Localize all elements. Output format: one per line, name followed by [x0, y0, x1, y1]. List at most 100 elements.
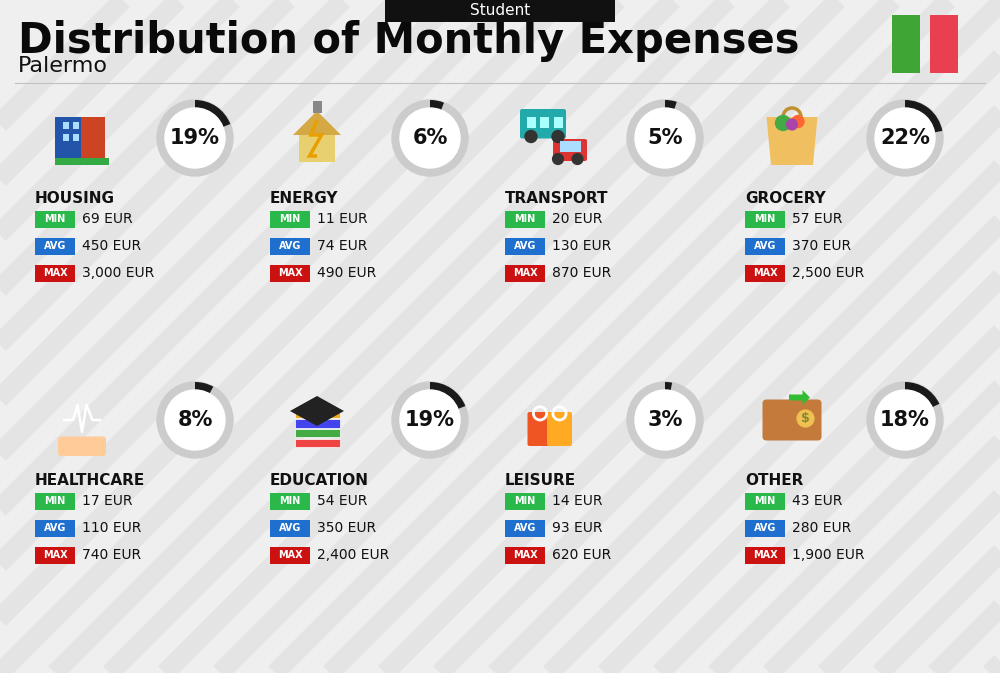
- Text: ENERGY: ENERGY: [270, 191, 338, 206]
- Text: 22%: 22%: [880, 128, 930, 148]
- FancyBboxPatch shape: [745, 493, 785, 509]
- FancyBboxPatch shape: [540, 117, 549, 127]
- FancyBboxPatch shape: [270, 264, 310, 281]
- FancyBboxPatch shape: [270, 493, 310, 509]
- Text: 14 EUR: 14 EUR: [552, 494, 602, 508]
- FancyBboxPatch shape: [294, 410, 340, 418]
- Text: 6%: 6%: [412, 128, 448, 148]
- Text: MIN: MIN: [279, 214, 301, 224]
- Text: 450 EUR: 450 EUR: [82, 239, 141, 253]
- FancyBboxPatch shape: [745, 238, 785, 254]
- Polygon shape: [290, 396, 344, 426]
- FancyBboxPatch shape: [73, 133, 79, 141]
- FancyBboxPatch shape: [270, 211, 310, 227]
- Text: 110 EUR: 110 EUR: [82, 521, 141, 535]
- Wedge shape: [665, 100, 677, 110]
- Text: OTHER: OTHER: [745, 473, 803, 488]
- FancyBboxPatch shape: [294, 429, 340, 437]
- FancyBboxPatch shape: [745, 520, 785, 536]
- FancyBboxPatch shape: [299, 135, 335, 162]
- Text: MIN: MIN: [754, 214, 776, 224]
- Polygon shape: [293, 111, 341, 135]
- Text: 490 EUR: 490 EUR: [317, 266, 376, 280]
- FancyBboxPatch shape: [294, 439, 340, 447]
- Text: 5%: 5%: [647, 128, 683, 148]
- FancyBboxPatch shape: [892, 15, 920, 73]
- Polygon shape: [767, 117, 818, 165]
- FancyBboxPatch shape: [547, 412, 572, 446]
- FancyBboxPatch shape: [505, 520, 545, 536]
- FancyBboxPatch shape: [553, 139, 587, 161]
- FancyBboxPatch shape: [80, 117, 104, 159]
- Text: 2,400 EUR: 2,400 EUR: [317, 548, 389, 562]
- Text: 740 EUR: 740 EUR: [82, 548, 141, 562]
- Text: AVG: AVG: [754, 523, 776, 533]
- FancyBboxPatch shape: [385, 0, 615, 22]
- Circle shape: [157, 382, 233, 458]
- Wedge shape: [430, 100, 444, 110]
- Text: 620 EUR: 620 EUR: [552, 548, 611, 562]
- Text: MAX: MAX: [43, 550, 67, 560]
- Wedge shape: [665, 382, 672, 390]
- FancyBboxPatch shape: [62, 122, 68, 129]
- FancyBboxPatch shape: [505, 546, 545, 563]
- FancyBboxPatch shape: [62, 133, 68, 141]
- Text: TRANSPORT: TRANSPORT: [505, 191, 608, 206]
- Text: MIN: MIN: [514, 214, 536, 224]
- Wedge shape: [905, 100, 942, 133]
- Text: 69 EUR: 69 EUR: [82, 212, 133, 226]
- Circle shape: [787, 119, 797, 130]
- Text: 19%: 19%: [170, 128, 220, 148]
- Text: 130 EUR: 130 EUR: [552, 239, 611, 253]
- FancyBboxPatch shape: [73, 122, 79, 129]
- FancyBboxPatch shape: [58, 437, 106, 456]
- Circle shape: [165, 108, 225, 168]
- Text: 280 EUR: 280 EUR: [792, 521, 851, 535]
- Circle shape: [635, 390, 695, 450]
- Text: AVG: AVG: [514, 241, 536, 251]
- Text: AVG: AVG: [754, 241, 776, 251]
- Text: 2,500 EUR: 2,500 EUR: [792, 266, 864, 280]
- Text: 1,900 EUR: 1,900 EUR: [792, 548, 864, 562]
- FancyBboxPatch shape: [35, 264, 75, 281]
- Text: 8%: 8%: [177, 410, 213, 430]
- Wedge shape: [430, 382, 465, 409]
- Circle shape: [392, 100, 468, 176]
- Text: 11 EUR: 11 EUR: [317, 212, 368, 226]
- Wedge shape: [195, 100, 230, 127]
- Text: 43 EUR: 43 EUR: [792, 494, 842, 508]
- Polygon shape: [789, 390, 810, 405]
- Circle shape: [797, 410, 814, 427]
- Text: AVG: AVG: [514, 523, 536, 533]
- FancyBboxPatch shape: [505, 493, 545, 509]
- Circle shape: [776, 116, 790, 131]
- Text: MAX: MAX: [278, 550, 302, 560]
- Text: HOUSING: HOUSING: [35, 191, 115, 206]
- Text: Palermo: Palermo: [18, 56, 108, 76]
- Circle shape: [867, 100, 943, 176]
- Circle shape: [392, 382, 468, 458]
- FancyBboxPatch shape: [35, 493, 75, 509]
- FancyBboxPatch shape: [270, 520, 310, 536]
- Text: MIN: MIN: [44, 496, 66, 506]
- Text: MAX: MAX: [43, 268, 67, 278]
- Circle shape: [627, 382, 703, 458]
- FancyBboxPatch shape: [528, 412, 552, 446]
- Circle shape: [572, 153, 583, 164]
- Text: 57 EUR: 57 EUR: [792, 212, 842, 226]
- FancyBboxPatch shape: [55, 158, 109, 165]
- Text: AVG: AVG: [44, 241, 66, 251]
- Text: MAX: MAX: [513, 550, 537, 560]
- FancyBboxPatch shape: [745, 546, 785, 563]
- Text: MIN: MIN: [754, 496, 776, 506]
- Circle shape: [157, 100, 233, 176]
- Text: 19%: 19%: [405, 410, 455, 430]
- FancyBboxPatch shape: [35, 211, 75, 227]
- Text: 870 EUR: 870 EUR: [552, 266, 611, 280]
- Text: MAX: MAX: [513, 268, 537, 278]
- Text: Student: Student: [470, 3, 530, 18]
- Text: $: $: [801, 412, 810, 425]
- Text: 350 EUR: 350 EUR: [317, 521, 376, 535]
- FancyBboxPatch shape: [520, 109, 566, 139]
- FancyBboxPatch shape: [312, 100, 322, 112]
